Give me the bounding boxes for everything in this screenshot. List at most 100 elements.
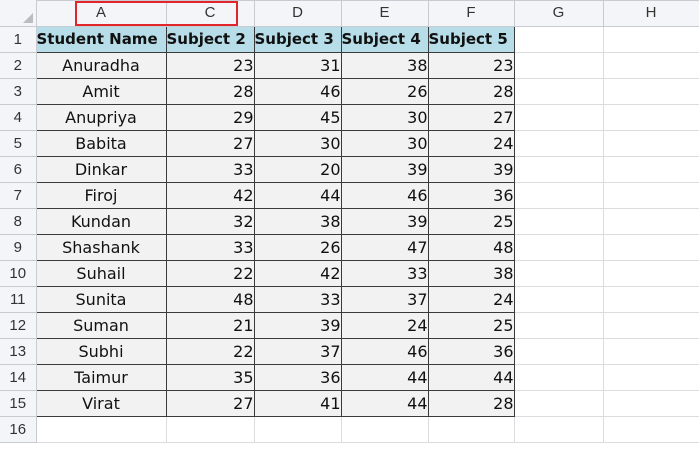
score-cell[interactable]: 27 — [165, 129, 255, 157]
score-cell[interactable]: 41 — [253, 389, 342, 417]
empty-cell[interactable] — [603, 104, 699, 131]
score-cell[interactable]: 33 — [165, 155, 255, 183]
student-name-cell[interactable]: Dinkar — [35, 155, 167, 183]
score-cell[interactable]: 42 — [253, 259, 342, 287]
score-cell[interactable]: 33 — [340, 259, 429, 287]
score-cell[interactable]: 29 — [165, 103, 255, 131]
empty-cell[interactable] — [254, 416, 342, 443]
student-name-cell[interactable]: Babita — [35, 129, 167, 157]
empty-cell[interactable] — [603, 208, 699, 235]
score-cell[interactable]: 36 — [427, 337, 515, 365]
empty-cell[interactable] — [603, 78, 699, 105]
score-cell[interactable]: 39 — [340, 207, 429, 235]
score-cell[interactable]: 30 — [340, 103, 429, 131]
score-cell[interactable]: 46 — [340, 181, 429, 209]
row-header[interactable]: 14 — [0, 364, 37, 391]
score-cell[interactable]: 27 — [165, 389, 255, 417]
student-name-cell[interactable]: Taimur — [35, 363, 167, 391]
empty-cell[interactable] — [514, 312, 604, 339]
empty-cell[interactable] — [514, 390, 604, 417]
student-name-cell[interactable]: Suman — [35, 311, 167, 339]
column-header-a[interactable]: A — [36, 0, 167, 27]
score-cell[interactable]: 28 — [427, 389, 515, 417]
score-cell[interactable]: 21 — [165, 311, 255, 339]
score-cell[interactable]: 28 — [165, 77, 255, 105]
score-cell[interactable]: 30 — [253, 129, 342, 157]
student-name-cell[interactable]: Amit — [35, 77, 167, 105]
empty-cell[interactable] — [603, 182, 699, 209]
table-header-cell[interactable]: Subject 2 — [165, 25, 255, 53]
student-name-cell[interactable]: Anupriya — [35, 103, 167, 131]
empty-cell[interactable] — [514, 338, 604, 365]
score-cell[interactable]: 22 — [165, 259, 255, 287]
score-cell[interactable]: 46 — [340, 337, 429, 365]
score-cell[interactable]: 38 — [340, 51, 429, 79]
score-cell[interactable]: 44 — [340, 363, 429, 391]
empty-cell[interactable] — [603, 390, 699, 417]
score-cell[interactable]: 24 — [340, 311, 429, 339]
student-name-cell[interactable]: Sunita — [35, 285, 167, 313]
empty-cell[interactable] — [514, 26, 604, 53]
score-cell[interactable]: 48 — [427, 233, 515, 261]
row-header[interactable]: 5 — [0, 130, 37, 157]
score-cell[interactable]: 35 — [165, 363, 255, 391]
student-name-cell[interactable]: Anuradha — [35, 51, 167, 79]
score-cell[interactable]: 45 — [253, 103, 342, 131]
score-cell[interactable]: 20 — [253, 155, 342, 183]
score-cell[interactable]: 46 — [253, 77, 342, 105]
empty-cell[interactable] — [514, 182, 604, 209]
table-header-cell[interactable]: Subject 5 — [427, 25, 515, 53]
empty-cell[interactable] — [514, 286, 604, 313]
row-header[interactable]: 11 — [0, 286, 37, 313]
score-cell[interactable]: 31 — [253, 51, 342, 79]
score-cell[interactable]: 47 — [340, 233, 429, 261]
empty-cell[interactable] — [603, 130, 699, 157]
table-header-cell[interactable]: Subject 3 — [253, 25, 342, 53]
column-header-f[interactable]: F — [428, 0, 515, 27]
score-cell[interactable]: 39 — [253, 311, 342, 339]
score-cell[interactable]: 37 — [340, 285, 429, 313]
score-cell[interactable]: 26 — [340, 77, 429, 105]
empty-cell[interactable] — [514, 234, 604, 261]
empty-cell[interactable] — [514, 104, 604, 131]
empty-cell[interactable] — [603, 286, 699, 313]
empty-cell[interactable] — [36, 416, 167, 443]
score-cell[interactable]: 28 — [427, 77, 515, 105]
student-name-cell[interactable]: Kundan — [35, 207, 167, 235]
empty-cell[interactable] — [428, 416, 515, 443]
empty-cell[interactable] — [603, 312, 699, 339]
empty-cell[interactable] — [514, 52, 604, 79]
empty-cell[interactable] — [166, 416, 255, 443]
row-header[interactable]: 15 — [0, 390, 37, 417]
score-cell[interactable]: 39 — [340, 155, 429, 183]
column-header-c[interactable]: C — [166, 0, 255, 27]
score-cell[interactable]: 44 — [427, 363, 515, 391]
student-name-cell[interactable]: Shashank — [35, 233, 167, 261]
empty-cell[interactable] — [603, 364, 699, 391]
empty-cell[interactable] — [514, 156, 604, 183]
row-header[interactable]: 6 — [0, 156, 37, 183]
score-cell[interactable]: 42 — [165, 181, 255, 209]
empty-cell[interactable] — [514, 78, 604, 105]
row-header[interactable]: 3 — [0, 78, 37, 105]
empty-cell[interactable] — [603, 234, 699, 261]
student-name-cell[interactable]: Firoj — [35, 181, 167, 209]
score-cell[interactable]: 33 — [165, 233, 255, 261]
student-name-cell[interactable]: Virat — [35, 389, 167, 417]
score-cell[interactable]: 30 — [340, 129, 429, 157]
empty-cell[interactable] — [341, 416, 429, 443]
empty-cell[interactable] — [603, 416, 699, 443]
score-cell[interactable]: 38 — [427, 259, 515, 287]
score-cell[interactable]: 25 — [427, 207, 515, 235]
score-cell[interactable]: 33 — [253, 285, 342, 313]
empty-cell[interactable] — [514, 130, 604, 157]
empty-cell[interactable] — [603, 156, 699, 183]
row-header[interactable]: 12 — [0, 312, 37, 339]
score-cell[interactable]: 37 — [253, 337, 342, 365]
student-name-cell[interactable]: Suhail — [35, 259, 167, 287]
score-cell[interactable]: 25 — [427, 311, 515, 339]
empty-cell[interactable] — [603, 52, 699, 79]
empty-cell[interactable] — [514, 260, 604, 287]
student-name-cell[interactable]: Subhi — [35, 337, 167, 365]
score-cell[interactable]: 32 — [165, 207, 255, 235]
